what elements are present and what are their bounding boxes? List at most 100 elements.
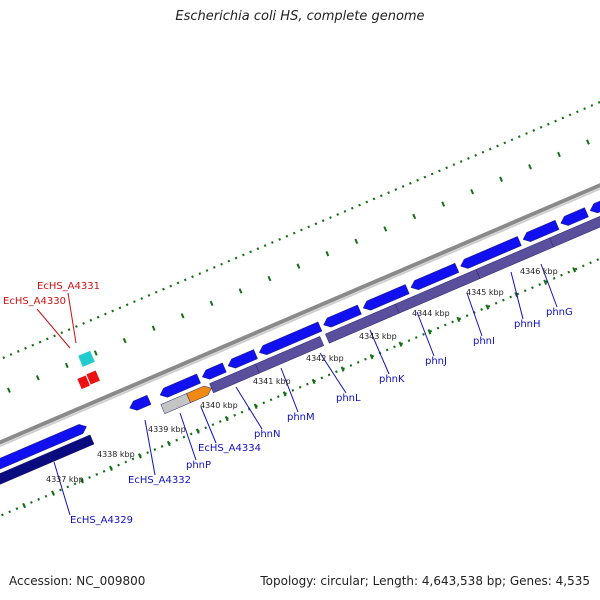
inner-dot-tick bbox=[189, 432, 193, 436]
label-leader-line bbox=[67, 292, 77, 344]
gene-label: EcHS_A4332 bbox=[128, 475, 191, 486]
inner-dot-tick bbox=[15, 507, 19, 511]
inner-dot-tick bbox=[291, 388, 295, 392]
outer-dot-tick bbox=[343, 209, 347, 213]
gene-forward bbox=[362, 284, 410, 311]
inner-dot-tick bbox=[211, 423, 215, 427]
inner-major-tick bbox=[572, 267, 577, 273]
gene-forward bbox=[201, 362, 227, 380]
outer-dot-tick bbox=[169, 284, 173, 288]
label-leader-line bbox=[319, 352, 347, 394]
inner-dot-tick bbox=[458, 317, 462, 321]
label-leader-line bbox=[510, 271, 524, 320]
outer-dot-tick bbox=[401, 185, 405, 188]
kbp-tick-label: 4339 kbp bbox=[148, 425, 186, 434]
gene-forward bbox=[460, 236, 522, 269]
outer-dot-tick bbox=[198, 272, 202, 276]
gene-forward bbox=[522, 219, 560, 242]
outer-major-tick bbox=[557, 151, 561, 158]
inner-dot-tick bbox=[385, 348, 389, 352]
outer-dot-tick bbox=[358, 203, 361, 207]
inner-major-tick bbox=[398, 341, 403, 347]
gene-forward bbox=[129, 394, 152, 411]
inner-dot-tick bbox=[429, 329, 433, 333]
gene-EcHS_A4334 bbox=[186, 385, 212, 404]
outer-major-tick bbox=[35, 375, 40, 381]
inner-dot-tick bbox=[393, 345, 396, 349]
kbp-tick-label: 4343 kbp bbox=[359, 332, 397, 341]
outer-dot-tick bbox=[154, 290, 158, 294]
inner-dot-tick bbox=[589, 261, 592, 265]
outer-dot-tick bbox=[459, 160, 463, 163]
outer-dot-tick bbox=[212, 265, 216, 269]
outer-dot-tick bbox=[307, 225, 311, 229]
outer-dot-tick bbox=[365, 200, 369, 204]
inner-dot-tick bbox=[480, 308, 483, 311]
inner-dot-tick bbox=[560, 273, 563, 277]
gene-EcHS_A4330 bbox=[77, 375, 90, 390]
outer-dot-tick bbox=[387, 191, 390, 195]
outer-dot-tick bbox=[74, 325, 78, 328]
inner-dot-tick bbox=[276, 395, 280, 399]
outer-dot-tick bbox=[67, 328, 71, 332]
outer-dot-tick bbox=[532, 129, 536, 132]
outer-major-tick bbox=[209, 300, 214, 307]
gene-label: EcHS_A4329 bbox=[70, 515, 133, 526]
backbone-line bbox=[0, 187, 600, 448]
outer-dot-tick bbox=[220, 262, 223, 266]
inner-dot-tick bbox=[320, 376, 324, 380]
outer-dot-tick bbox=[38, 340, 42, 344]
inner-dot-tick bbox=[502, 298, 505, 302]
outer-dot-tick bbox=[263, 244, 267, 247]
outer-dot-tick bbox=[89, 318, 93, 322]
label-leader-line bbox=[466, 292, 483, 337]
inner-dot-tick bbox=[422, 332, 425, 336]
tick-rings bbox=[1, 100, 600, 517]
inner-dot-tick bbox=[574, 267, 578, 271]
kbp-tick-label: 4345 kbp bbox=[466, 288, 504, 297]
gene-forward bbox=[589, 200, 600, 214]
outer-dot-tick bbox=[104, 312, 107, 316]
inner-dot-tick bbox=[240, 410, 244, 414]
inner-major-tick bbox=[282, 391, 287, 397]
gene-forward bbox=[258, 321, 323, 356]
outer-dot-tick bbox=[517, 135, 521, 139]
label-leader-line bbox=[36, 308, 71, 349]
inner-dot-tick bbox=[95, 473, 99, 476]
outer-major-tick bbox=[586, 139, 590, 145]
outer-dot-tick bbox=[45, 337, 49, 341]
outer-dot-tick bbox=[162, 287, 165, 291]
inner-dot-tick bbox=[1, 513, 4, 517]
outer-major-tick bbox=[6, 387, 11, 393]
outer-major-tick bbox=[122, 337, 127, 344]
inner-dot-tick bbox=[182, 435, 186, 439]
inner-major-tick bbox=[224, 416, 229, 422]
inner-dot-tick bbox=[73, 482, 77, 486]
labels: 4337 kbp 4338 kbp 4339 kbp 4340 kbp 4341 kbp… bbox=[3, 267, 573, 526]
outer-dot-tick bbox=[408, 181, 412, 185]
kbp-tick-label: 4341 kbp bbox=[253, 377, 291, 386]
inner-dot-tick bbox=[313, 379, 316, 383]
outer-dot-tick bbox=[568, 113, 572, 117]
inner-dot-tick bbox=[153, 448, 157, 451]
outer-dot-tick bbox=[336, 213, 340, 216]
outer-dot-tick bbox=[350, 206, 354, 210]
inner-dot-tick bbox=[364, 357, 367, 361]
outer-dot-tick bbox=[423, 175, 427, 179]
inner-dot-tick bbox=[66, 485, 70, 489]
gene-label: phnP bbox=[186, 460, 211, 471]
kbp-tick-label: 4338 kbp bbox=[97, 450, 135, 459]
outer-dot-tick bbox=[321, 219, 325, 223]
outer-dot-tick bbox=[561, 116, 565, 120]
gene-phnM bbox=[255, 336, 325, 374]
inner-dot-tick bbox=[175, 438, 179, 442]
inner-dot-tick bbox=[262, 401, 266, 405]
inner-dot-tick bbox=[44, 494, 48, 498]
outer-major-tick bbox=[383, 226, 388, 232]
outer-dot-tick bbox=[285, 234, 289, 238]
gene-forward bbox=[227, 349, 258, 369]
outer-dot-tick bbox=[16, 350, 20, 353]
gene-EcHS_A4330-b bbox=[86, 370, 100, 385]
outer-dot-tick bbox=[590, 104, 594, 107]
